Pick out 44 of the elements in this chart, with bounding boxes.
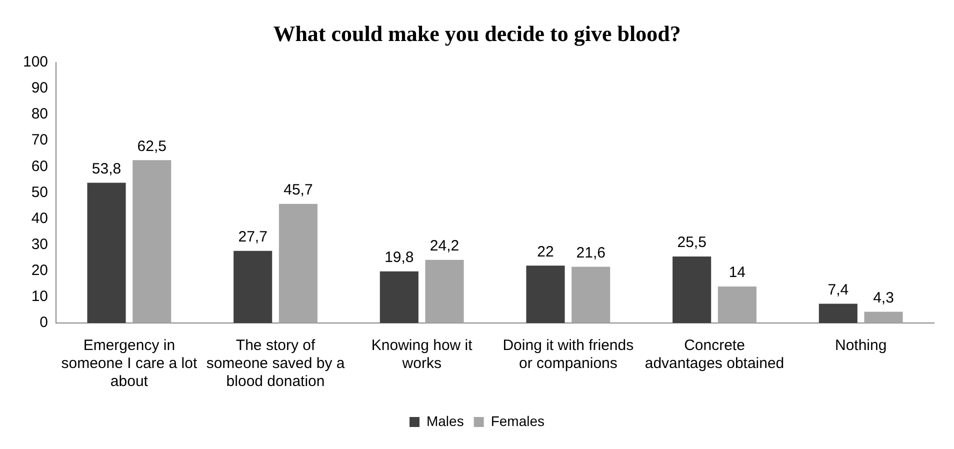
- y-tick-label: 80: [31, 106, 48, 123]
- bar: [87, 182, 126, 323]
- data-label: 4,3: [873, 289, 894, 306]
- bar: [572, 266, 610, 323]
- bar: [380, 271, 418, 323]
- y-tick-label: 30: [31, 236, 48, 253]
- bar: [278, 204, 318, 323]
- chart-title: What could make you decide to give blood?: [273, 20, 681, 46]
- y-tick-label: 0: [40, 314, 48, 332]
- legend-label: Males: [426, 412, 464, 429]
- data-label: 22: [537, 243, 554, 260]
- bar: [864, 312, 903, 323]
- bar: [718, 286, 756, 323]
- data-label: 27,7: [238, 228, 268, 246]
- bar: [672, 256, 712, 323]
- x-tick-label: Emergency in someone I care a lot about: [61, 337, 198, 390]
- data-label: 45,7: [284, 182, 313, 199]
- x-tick-label: Doing it with friends or companions: [502, 337, 634, 372]
- x-tick-label: Concrete advantages obtained: [644, 337, 784, 372]
- x-tick-label: The story of someone saved by a blood donation: [206, 337, 346, 390]
- data-label: 21,6: [576, 244, 606, 262]
- y-tick-label: 70: [31, 132, 48, 149]
- data-label: 62,5: [137, 138, 166, 155]
- bar: [425, 260, 464, 323]
- y-tick-label: 60: [31, 158, 48, 175]
- data-label: 25,5: [677, 234, 706, 252]
- data-label: 53,8: [92, 160, 122, 178]
- y-tick-label: 10: [31, 288, 48, 306]
- x-tick-label: Knowing how it works: [371, 337, 474, 372]
- bar: [818, 304, 858, 323]
- y-tick-label: 40: [31, 210, 48, 227]
- y-tick-label: 90: [31, 80, 48, 97]
- bar: [526, 266, 565, 323]
- y-tick-label: 50: [31, 184, 48, 201]
- y-tick-label: 20: [31, 262, 48, 280]
- data-label: 19,8: [384, 249, 414, 266]
- bar: [132, 160, 172, 323]
- x-tick-label: Nothing: [834, 337, 887, 354]
- legend-label: Females: [490, 412, 545, 429]
- y-tick-label: 100: [22, 54, 48, 71]
- data-label: 14: [728, 264, 746, 282]
- bar: [234, 250, 272, 323]
- data-label: 24,2: [430, 238, 460, 255]
- data-label: 7,4: [828, 281, 849, 298]
